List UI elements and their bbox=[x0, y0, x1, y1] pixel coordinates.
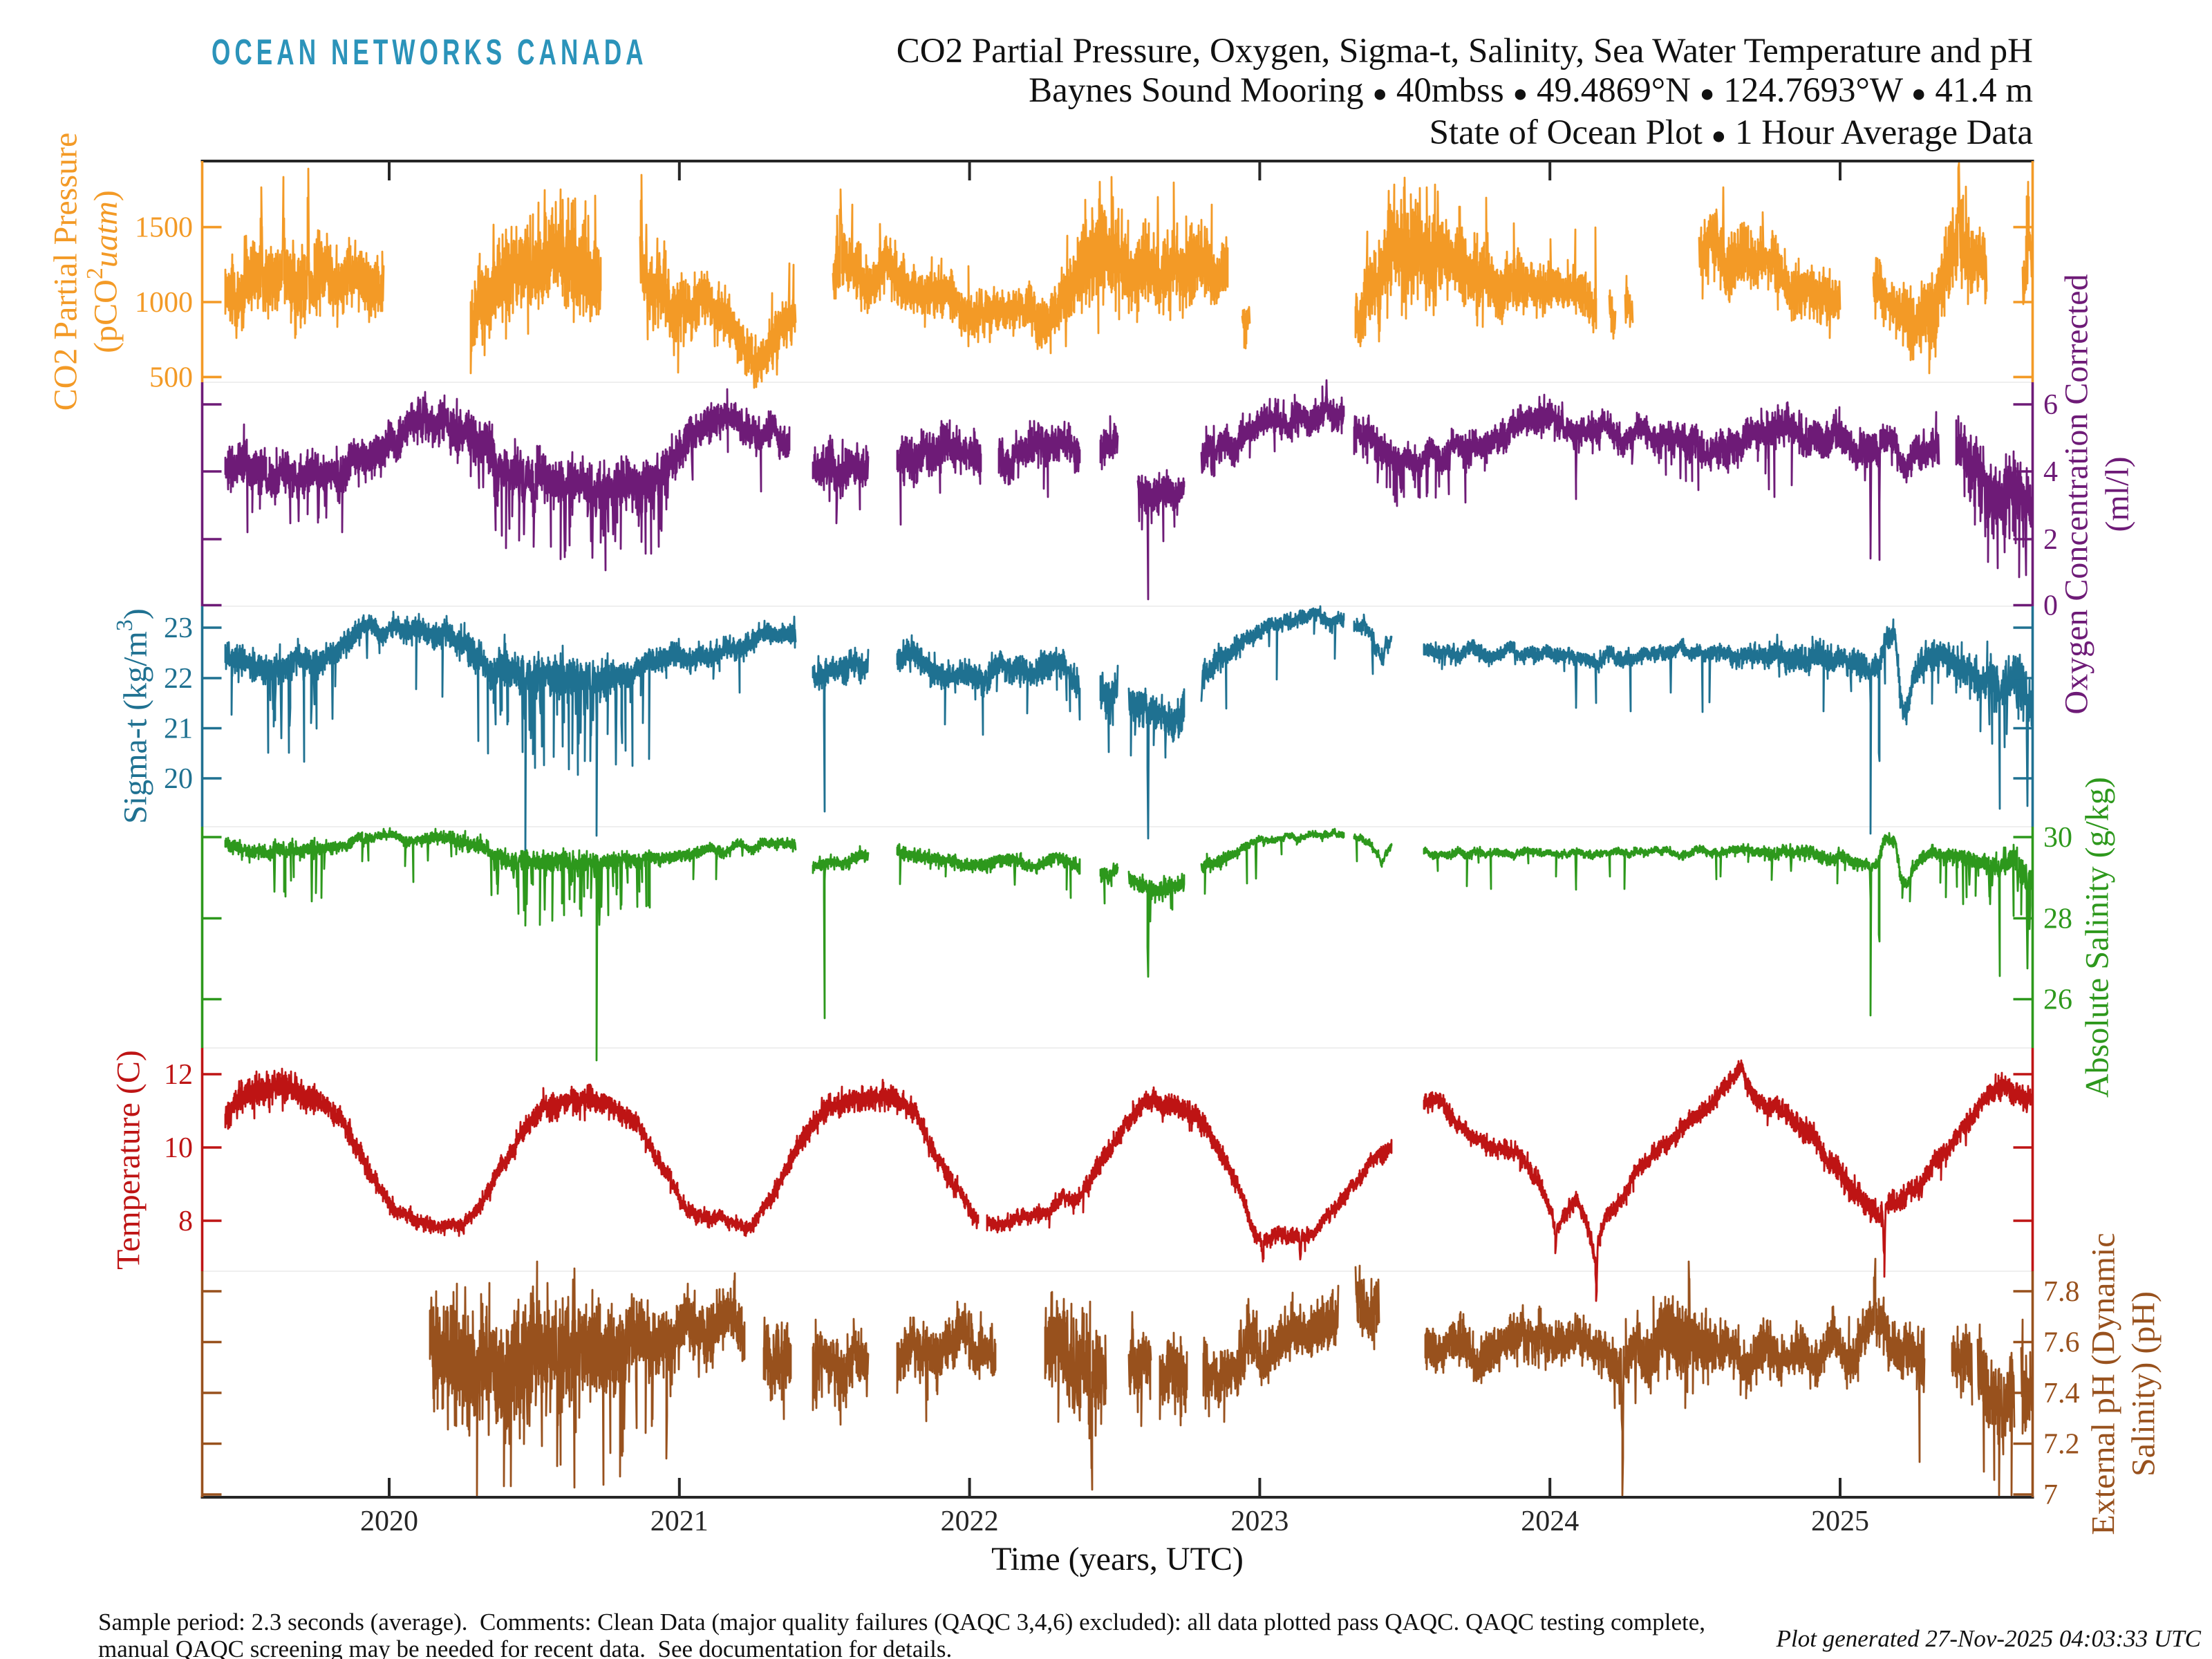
svg-text:30: 30 bbox=[2043, 822, 2072, 854]
svg-text:7.6: 7.6 bbox=[2043, 1327, 2080, 1359]
svg-text:500: 500 bbox=[149, 362, 193, 393]
svg-text:Salinity) (pH): Salinity) (pH) bbox=[2126, 1291, 2162, 1477]
svg-text:7.4: 7.4 bbox=[2043, 1378, 2080, 1409]
svg-text:7: 7 bbox=[2043, 1479, 2058, 1511]
svg-text:Sigma-t (kg/m3): Sigma-t (kg/m3) bbox=[112, 608, 154, 824]
svg-text:Oxygen Concentration Corrected: Oxygen Concentration Corrected bbox=[2059, 274, 2095, 714]
svg-text:Absolute Salinity (g/kg): Absolute Salinity (g/kg) bbox=[2079, 777, 2116, 1098]
svg-text:28: 28 bbox=[2043, 903, 2072, 935]
svg-text:2: 2 bbox=[2043, 524, 2058, 556]
svg-text:4: 4 bbox=[2043, 456, 2058, 488]
svg-text:Time (years, UTC): Time (years, UTC) bbox=[991, 1541, 1244, 1577]
svg-text:2025: 2025 bbox=[1811, 1506, 1869, 1537]
svg-text:1000: 1000 bbox=[135, 287, 193, 319]
svg-text:10: 10 bbox=[164, 1132, 193, 1164]
svg-text:22: 22 bbox=[164, 663, 193, 695]
svg-text:20: 20 bbox=[164, 763, 193, 795]
svg-text:2022: 2022 bbox=[941, 1506, 999, 1537]
svg-text:26: 26 bbox=[2043, 984, 2072, 1016]
svg-text:8: 8 bbox=[178, 1206, 193, 1237]
svg-text:2023: 2023 bbox=[1230, 1506, 1288, 1537]
svg-text:12: 12 bbox=[164, 1059, 193, 1091]
svg-text:2020: 2020 bbox=[360, 1506, 418, 1537]
svg-text:2024: 2024 bbox=[1521, 1506, 1579, 1537]
svg-text:7.2: 7.2 bbox=[2043, 1429, 2080, 1461]
svg-text:Temperature (C): Temperature (C) bbox=[111, 1050, 147, 1270]
svg-text:1500: 1500 bbox=[135, 212, 193, 244]
svg-text:(ml/l): (ml/l) bbox=[2099, 456, 2136, 532]
svg-text:6: 6 bbox=[2043, 389, 2058, 421]
svg-text:23: 23 bbox=[164, 612, 193, 644]
svg-text:2021: 2021 bbox=[650, 1506, 709, 1537]
svg-text:CO2 Partial Pressure: CO2 Partial Pressure bbox=[48, 133, 84, 411]
svg-text:0: 0 bbox=[2043, 590, 2058, 622]
svg-text:7.8: 7.8 bbox=[2043, 1276, 2080, 1308]
svg-text:21: 21 bbox=[164, 713, 193, 745]
svg-text:External pH (Dynamic: External pH (Dynamic bbox=[2086, 1232, 2122, 1535]
svg-text:(pCO2uatm): (pCO2uatm) bbox=[82, 190, 124, 353]
